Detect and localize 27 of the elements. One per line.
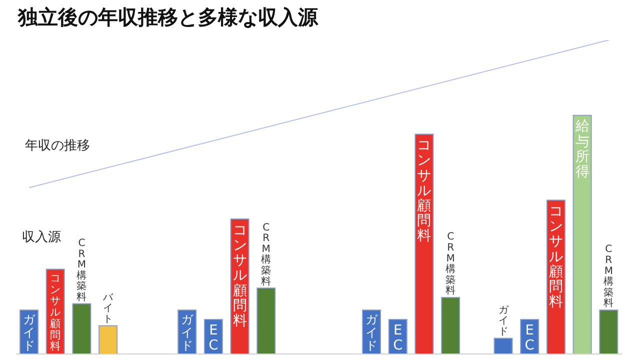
x-tick-label: CRM構築料 [76, 238, 87, 303]
x-tick-label: ガイド [498, 304, 510, 338]
bar [572, 114, 592, 354]
bar [599, 310, 618, 354]
chart-title: 独立後の年収推移と多様な収入源 [18, 4, 318, 31]
x-tick-label: ガイド [181, 312, 194, 353]
bar [441, 296, 460, 354]
x-tick-label: EC [393, 322, 403, 354]
x-tick-label: ガイド [23, 312, 36, 353]
x-tick-label: CRM構築料 [446, 232, 456, 297]
x-tick-label: EC [208, 322, 218, 354]
x-tick-label: コンサル顧問料 [50, 272, 61, 353]
x-tick-label: 給与所得 [574, 118, 590, 180]
bar [98, 325, 118, 354]
x-tick-label: コンサル顧問料 [232, 222, 247, 330]
x-tick-label: EC [524, 322, 534, 354]
bar [72, 303, 92, 354]
x-tick-label: CRM構築料 [261, 222, 272, 288]
x-tick-label: コンサル顧問料 [548, 203, 563, 310]
x-tick-label: バイト [102, 292, 114, 325]
x-tick-label: コンサル顧問料 [417, 138, 432, 244]
bar [494, 338, 513, 354]
x-tick-label: CRM構築料 [604, 244, 614, 310]
x-tick-label: ガイド [366, 312, 379, 353]
bar [256, 288, 276, 354]
annotation: 収入源 [22, 229, 61, 246]
series-label: 年収の推移 [25, 138, 90, 154]
